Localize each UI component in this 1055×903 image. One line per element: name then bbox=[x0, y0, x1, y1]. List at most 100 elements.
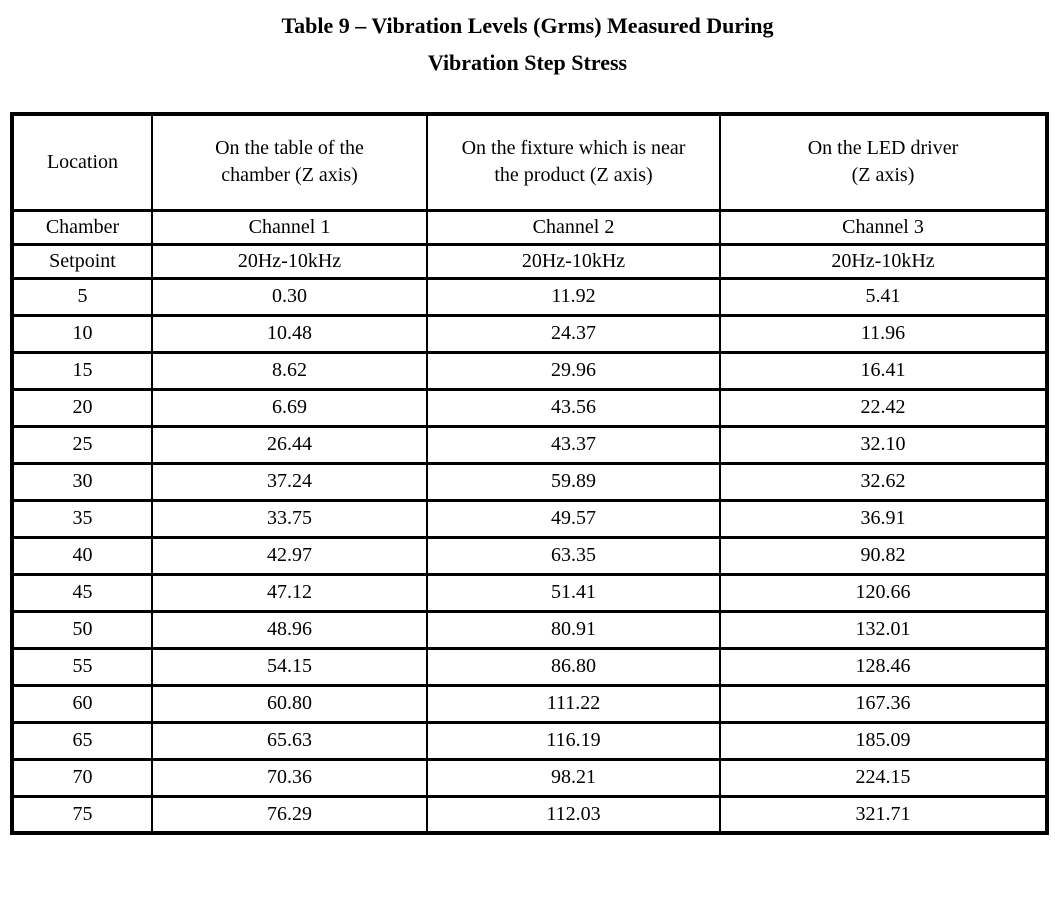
header-fixture-line1: On the fixture which is near bbox=[461, 137, 686, 160]
table-row: 15 8.62 29.96 16.41 bbox=[11, 350, 1048, 391]
table-row: 30 37.24 59.89 32.62 bbox=[11, 461, 1048, 502]
grms-value-cell: 33.75 bbox=[151, 498, 428, 539]
grms-value-cell: 6.69 bbox=[151, 387, 428, 428]
grms-value-cell: 70.36 bbox=[151, 757, 428, 798]
table-row: 60 60.80 111.22 167.36 bbox=[11, 683, 1048, 724]
channel-2-cell: Channel 2 bbox=[426, 208, 721, 246]
setpoint-value-cell: 70 bbox=[11, 757, 153, 798]
grms-value-cell: 42.97 bbox=[151, 535, 428, 576]
table-row: 5 0.30 11.92 5.41 bbox=[11, 276, 1048, 317]
setpoint-value-cell: 20 bbox=[11, 387, 153, 428]
grms-value-cell: 49.57 bbox=[426, 498, 721, 539]
setpoint-value-cell: 55 bbox=[11, 646, 153, 687]
grms-value-cell: 11.92 bbox=[426, 276, 721, 317]
grms-value-cell: 86.80 bbox=[426, 646, 721, 687]
grms-value-cell: 76.29 bbox=[151, 794, 428, 835]
grms-value-cell: 120.66 bbox=[719, 572, 1048, 613]
grms-value-cell: 132.01 bbox=[719, 609, 1048, 650]
table-row: 40 42.97 63.35 90.82 bbox=[11, 535, 1048, 576]
table-row: 10 10.48 24.37 11.96 bbox=[11, 313, 1048, 354]
header-chamber-table: On the table of the chamber (Z axis) bbox=[151, 112, 428, 212]
grms-value-cell: 321.71 bbox=[719, 794, 1048, 835]
header-location: Location bbox=[11, 112, 153, 212]
grms-value-cell: 26.44 bbox=[151, 424, 428, 465]
setpoint-value-cell: 65 bbox=[11, 720, 153, 761]
channel-header-row: Chamber Channel 1 Channel 2 Channel 3 bbox=[11, 208, 1048, 246]
channel-1-cell: Channel 1 bbox=[151, 208, 428, 246]
grms-value-cell: 0.30 bbox=[151, 276, 428, 317]
grms-value-cell: 16.41 bbox=[719, 350, 1048, 391]
grms-value-cell: 43.37 bbox=[426, 424, 721, 465]
table-row: 45 47.12 51.41 120.66 bbox=[11, 572, 1048, 613]
table-row: 65 65.63 116.19 185.09 bbox=[11, 720, 1048, 761]
grms-value-cell: 47.12 bbox=[151, 572, 428, 613]
setpoint-label-cell: Setpoint bbox=[11, 242, 153, 280]
header-chamber-table-line2: chamber (Z axis) bbox=[221, 164, 358, 187]
chamber-label-cell: Chamber bbox=[11, 208, 153, 246]
grms-value-cell: 10.48 bbox=[151, 313, 428, 354]
grms-value-cell: 32.62 bbox=[719, 461, 1048, 502]
setpoint-value-cell: 50 bbox=[11, 609, 153, 650]
header-led-driver-line1: On the LED driver bbox=[807, 137, 959, 160]
table-caption-line1: Table 9 – Vibration Levels (Grms) Measur… bbox=[281, 13, 774, 38]
table-row: 70 70.36 98.21 224.15 bbox=[11, 757, 1048, 798]
grms-value-cell: 63.35 bbox=[426, 535, 721, 576]
grms-value-cell: 90.82 bbox=[719, 535, 1048, 576]
grms-value-cell: 167.36 bbox=[719, 683, 1048, 724]
header-fixture: On the fixture which is near the product… bbox=[426, 112, 721, 212]
header-led-driver-line2: (Z axis) bbox=[851, 164, 915, 187]
grms-value-cell: 48.96 bbox=[151, 609, 428, 650]
table-row: 50 48.96 80.91 132.01 bbox=[11, 609, 1048, 650]
vibration-levels-table: Location On the table of the chamber (Z … bbox=[10, 112, 1049, 835]
setpoint-value-cell: 25 bbox=[11, 424, 153, 465]
setpoint-value-cell: 75 bbox=[11, 794, 153, 835]
grms-value-cell: 54.15 bbox=[151, 646, 428, 687]
setpoint-value-cell: 45 bbox=[11, 572, 153, 613]
grms-value-cell: 22.42 bbox=[719, 387, 1048, 428]
table-row: 55 54.15 86.80 128.46 bbox=[11, 646, 1048, 687]
header-led-driver: On the LED driver (Z axis) bbox=[719, 112, 1048, 212]
setpoint-value-cell: 10 bbox=[11, 313, 153, 354]
grms-value-cell: 43.56 bbox=[426, 387, 721, 428]
table-caption: Table 9 – Vibration Levels (Grms) Measur… bbox=[0, 0, 1055, 81]
setpoint-value-cell: 5 bbox=[11, 276, 153, 317]
freq-range-cell-3: 20Hz-10kHz bbox=[719, 242, 1048, 280]
setpoint-value-cell: 30 bbox=[11, 461, 153, 502]
grms-value-cell: 60.80 bbox=[151, 683, 428, 724]
grms-value-cell: 32.10 bbox=[719, 424, 1048, 465]
grms-value-cell: 37.24 bbox=[151, 461, 428, 502]
table-row: 20 6.69 43.56 22.42 bbox=[11, 387, 1048, 428]
grms-value-cell: 185.09 bbox=[719, 720, 1048, 761]
table-row: 75 76.29 112.03 321.71 bbox=[11, 794, 1048, 835]
grms-value-cell: 11.96 bbox=[719, 313, 1048, 354]
setpoint-header-row: Setpoint 20Hz-10kHz 20Hz-10kHz 20Hz-10kH… bbox=[11, 242, 1048, 280]
setpoint-value-cell: 40 bbox=[11, 535, 153, 576]
table-row: 35 33.75 49.57 36.91 bbox=[11, 498, 1048, 539]
grms-value-cell: 128.46 bbox=[719, 646, 1048, 687]
grms-value-cell: 8.62 bbox=[151, 350, 428, 391]
setpoint-value-cell: 35 bbox=[11, 498, 153, 539]
setpoint-value-cell: 60 bbox=[11, 683, 153, 724]
grms-value-cell: 24.37 bbox=[426, 313, 721, 354]
grms-value-cell: 29.96 bbox=[426, 350, 721, 391]
table-row: 25 26.44 43.37 32.10 bbox=[11, 424, 1048, 465]
freq-range-cell-2: 20Hz-10kHz bbox=[426, 242, 721, 280]
grms-value-cell: 98.21 bbox=[426, 757, 721, 798]
grms-value-cell: 116.19 bbox=[426, 720, 721, 761]
grms-value-cell: 5.41 bbox=[719, 276, 1048, 317]
location-header-row: Location On the table of the chamber (Z … bbox=[11, 112, 1048, 212]
grms-value-cell: 65.63 bbox=[151, 720, 428, 761]
grms-value-cell: 80.91 bbox=[426, 609, 721, 650]
grms-value-cell: 112.03 bbox=[426, 794, 721, 835]
table-caption-line2: Vibration Step Stress bbox=[427, 50, 628, 75]
header-fixture-line2: the product (Z axis) bbox=[494, 164, 653, 187]
grms-value-cell: 59.89 bbox=[426, 461, 721, 502]
header-location-label: Location bbox=[46, 150, 119, 173]
header-chamber-table-line1: On the table of the bbox=[215, 137, 364, 160]
grms-value-cell: 224.15 bbox=[719, 757, 1048, 798]
channel-3-cell: Channel 3 bbox=[719, 208, 1048, 246]
grms-value-cell: 51.41 bbox=[426, 572, 721, 613]
grms-value-cell: 111.22 bbox=[426, 683, 721, 724]
freq-range-cell-1: 20Hz-10kHz bbox=[151, 242, 428, 280]
grms-value-cell: 36.91 bbox=[719, 498, 1048, 539]
